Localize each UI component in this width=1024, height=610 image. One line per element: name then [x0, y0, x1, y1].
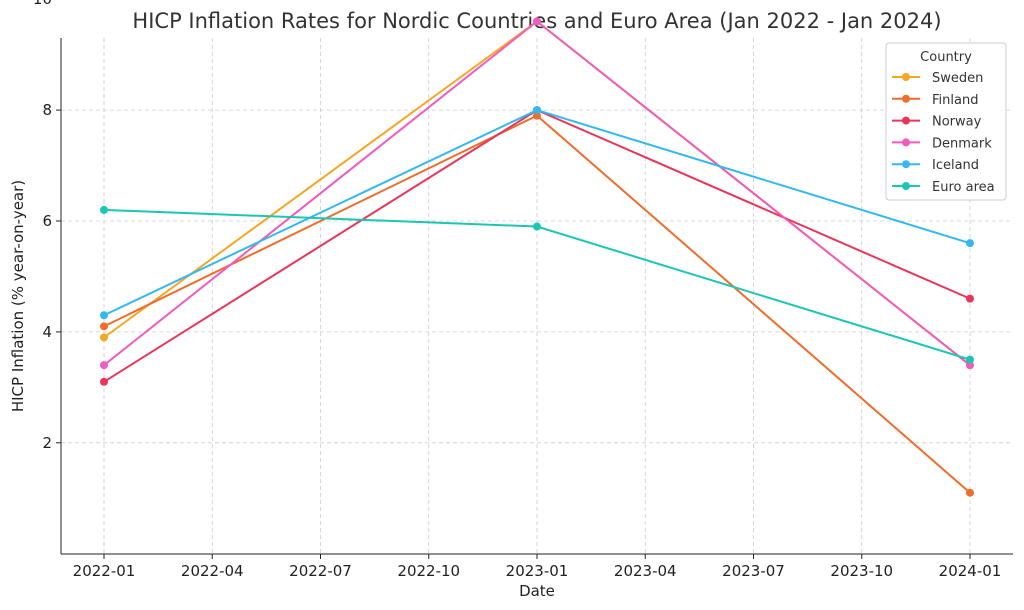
data-point	[100, 333, 108, 342]
legend-title: Country	[920, 50, 972, 65]
legend-label: Norway	[932, 115, 982, 130]
data-point	[100, 377, 108, 386]
data-point	[100, 361, 108, 370]
legend-item: Finland	[892, 93, 978, 108]
legend-label: Euro area	[932, 180, 995, 195]
data-point	[966, 355, 974, 364]
x-axis-label: Date	[519, 582, 555, 600]
series-layer	[100, 17, 974, 497]
legend-items: Sweden Finland Norway Denmark Iceland Euro ar…	[892, 71, 995, 195]
data-point	[966, 361, 974, 370]
data-point	[966, 294, 974, 303]
series-iceland	[100, 106, 974, 320]
legend: Country Sweden Finland Norway Denmark Icelan…	[885, 42, 1007, 201]
data-point	[966, 239, 974, 248]
y-ticks: 2 4 6 8 10	[33, 0, 61, 452]
series-denmark	[100, 17, 974, 370]
data-point	[533, 106, 541, 115]
legend-label: Finland	[932, 93, 978, 108]
legend-swatch-marker	[902, 182, 910, 190]
x-tick-label: 2024-01	[939, 562, 1002, 580]
data-point	[100, 311, 108, 320]
legend-swatch-marker	[902, 94, 910, 103]
y-tick-label: 6	[42, 212, 52, 230]
legend-item: Norway	[892, 115, 982, 130]
series-finland	[100, 111, 974, 497]
legend-swatch-marker	[902, 138, 910, 147]
y-tick-label: 2	[42, 434, 52, 452]
legend-item: Euro area	[892, 180, 995, 195]
x-tick-label: 2023-04	[614, 562, 677, 580]
data-point	[100, 205, 108, 214]
data-point	[966, 488, 974, 497]
legend-item: Iceland	[892, 158, 979, 173]
data-point	[100, 322, 108, 331]
y-tick-label: 8	[42, 101, 52, 119]
legend-label: Iceland	[932, 158, 979, 173]
legend-swatch-marker	[902, 116, 910, 125]
data-point	[533, 111, 541, 120]
data-point	[533, 222, 541, 231]
y-axis-label: HICP Inflation (% year-on-year)	[9, 180, 27, 412]
legend-item: Denmark	[892, 136, 992, 151]
series-norway	[100, 106, 974, 386]
x-tick-label: 2023-01	[506, 562, 569, 580]
x-tick-label: 2023-07	[722, 562, 785, 580]
y-tick-label: 4	[42, 323, 52, 341]
series-euro-area	[100, 205, 974, 364]
legend-label: Sweden	[932, 71, 983, 86]
legend-swatch-marker	[902, 160, 910, 169]
x-tick-label: 2022-07	[289, 562, 352, 580]
data-point	[533, 17, 541, 26]
x-tick-label: 2023-10	[830, 562, 893, 580]
x-tick-label: 2022-10	[397, 562, 460, 580]
x-tick-label: 2022-04	[181, 562, 244, 580]
legend-swatch-marker	[902, 73, 910, 81]
y-tick-label: 10	[33, 0, 52, 8]
legend-box	[885, 42, 1007, 201]
legend-item: Sweden	[892, 71, 983, 86]
legend-label: Denmark	[932, 136, 992, 151]
x-ticks: 2022-01 2022-04 2022-07 2022-10 2023-01 2023-…	[73, 554, 1002, 580]
x-tick-label: 2022-01	[73, 562, 136, 580]
